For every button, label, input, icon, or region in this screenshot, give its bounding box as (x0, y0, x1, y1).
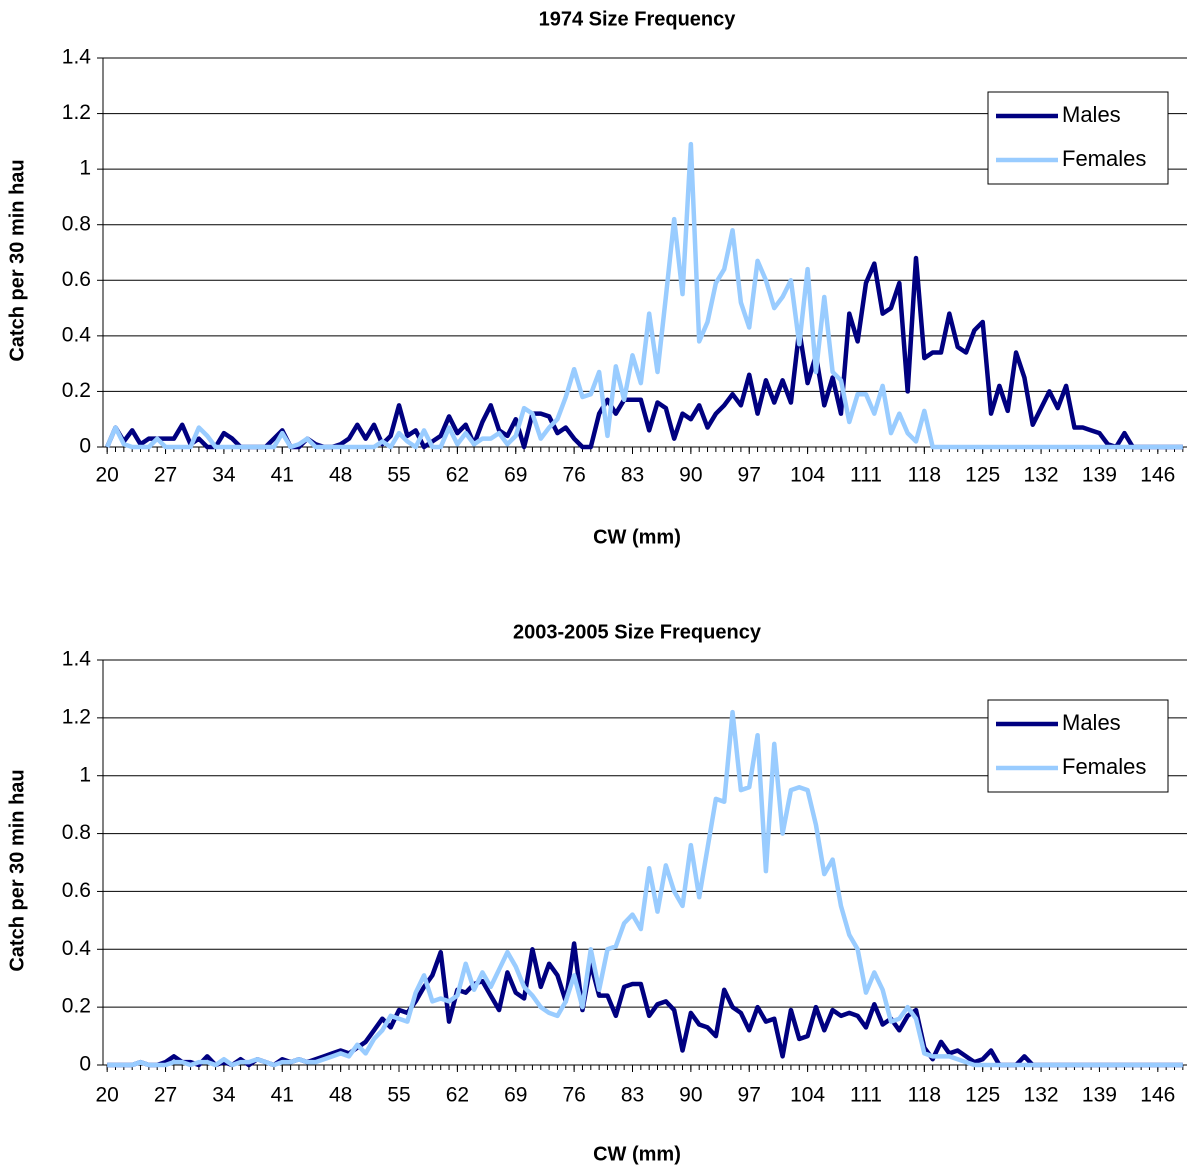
y-tick-label: 0 (79, 1053, 91, 1076)
chart-panel: 2003-2005 Size Frequency 0 0.2 0.4 0.6 0.8 1 1.… (6, 621, 1187, 1165)
legend-label: Males (1062, 710, 1121, 735)
y-tick-label: 1.4 (62, 46, 92, 69)
y-tick-label: 1.2 (62, 705, 91, 728)
x-tick-label: 90 (679, 1084, 702, 1107)
x-tick-label: 48 (329, 464, 352, 487)
x-tick-label: 97 (738, 1084, 761, 1107)
y-tick-label: 0.2 (62, 379, 91, 402)
x-tick-label: 41 (271, 464, 294, 487)
y-tick-label: 1 (79, 763, 91, 786)
x-tick-label: 104 (790, 464, 825, 487)
x-tick-label: 97 (738, 464, 761, 487)
x-tick-label: 62 (446, 464, 469, 487)
x-tick-label: 62 (446, 1084, 469, 1107)
series-line (107, 709, 1183, 1068)
y-tick-label: 1.4 (62, 648, 92, 671)
legend-box (987, 699, 1169, 793)
legend: Males Females (987, 699, 1169, 793)
x-tick-label: 111 (850, 464, 882, 487)
x-tick-label: 118 (908, 1084, 941, 1107)
chart-title: 1974 Size Frequency (539, 8, 737, 30)
y-tick-label: 0.8 (62, 821, 91, 844)
x-tick-label: 27 (154, 464, 177, 487)
x-tick-label: 41 (271, 1084, 294, 1107)
y-tick-label: 0 (79, 435, 91, 458)
series-line (107, 941, 1183, 1068)
x-tick-label: 69 (504, 1084, 527, 1107)
y-axis-title: Catch per 30 min hau (6, 769, 28, 971)
series-line (105, 141, 1183, 450)
legend: Males Females (987, 91, 1169, 185)
y-tick-label: 0.6 (62, 268, 91, 291)
x-tick-label: 55 (387, 1084, 410, 1107)
x-tick-label: 90 (679, 464, 702, 487)
y-tick-label: 0.8 (62, 212, 91, 235)
y-tick-label: 0.4 (62, 323, 92, 346)
x-tick-label: 20 (95, 1084, 118, 1107)
legend-label: Males (1062, 102, 1121, 127)
x-tick-label: 48 (329, 1084, 352, 1107)
y-tick-label: 0.2 (62, 995, 91, 1018)
x-tick-label: 125 (965, 1084, 1000, 1107)
x-tick-label: 76 (562, 1084, 585, 1107)
x-axis-title: CW (mm) (593, 526, 681, 548)
x-tick-label: 27 (154, 1084, 177, 1107)
y-axis-title: Catch per 30 min hau (6, 159, 28, 361)
y-tick-label: 1.2 (62, 101, 91, 124)
x-tick-label: 104 (790, 1084, 825, 1107)
y-tick-label: 1 (79, 157, 91, 180)
x-tick-label: 132 (1024, 464, 1059, 487)
x-tick-label: 76 (562, 464, 585, 487)
x-tick-label: 34 (212, 1084, 236, 1107)
x-tick-label: 125 (965, 464, 1000, 487)
x-tick-label: 139 (1082, 464, 1117, 487)
x-tick-label: 139 (1082, 1084, 1117, 1107)
x-tick-label: 146 (1140, 464, 1175, 487)
x-tick-label: 83 (621, 464, 644, 487)
legend-box (987, 91, 1169, 185)
x-tick-label: 83 (621, 1084, 644, 1107)
x-tick-label: 34 (212, 464, 236, 487)
y-tick-label: 0.4 (62, 937, 92, 960)
x-axis-title: CW (mm) (593, 1143, 681, 1165)
chart-panel: 1974 Size Frequency 0 0.2 0.4 0.6 0.8 1 1.2 1.4 2… (6, 8, 1187, 548)
x-tick-label: 111 (850, 1084, 882, 1107)
chart-title: 2003-2005 Size Frequency (513, 621, 762, 643)
x-tick-label: 55 (387, 464, 410, 487)
legend-label: Females (1062, 146, 1146, 171)
x-tick-label: 69 (504, 464, 527, 487)
x-tick-label: 132 (1024, 1084, 1059, 1107)
x-tick-label: 118 (908, 464, 941, 487)
x-tick-label: 20 (95, 464, 118, 487)
y-tick-label: 0.6 (62, 879, 91, 902)
legend-label: Females (1062, 754, 1146, 779)
x-tick-label: 146 (1140, 1084, 1175, 1107)
